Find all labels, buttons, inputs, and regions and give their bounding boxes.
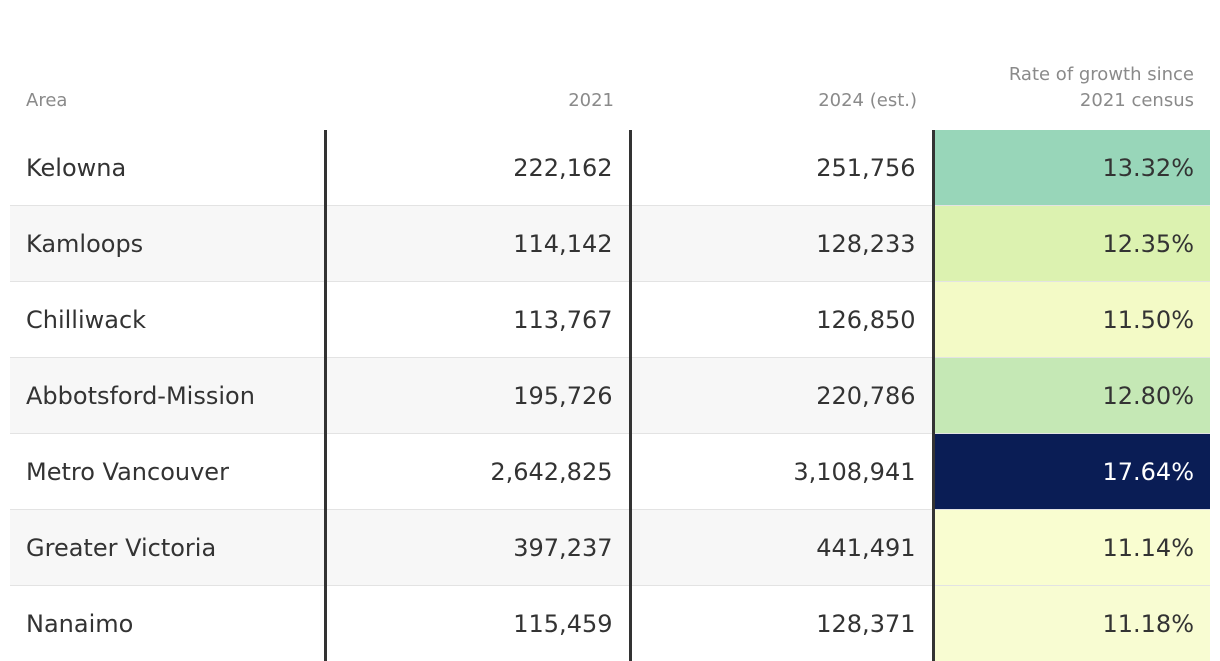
population-cell: 222,162 — [325, 130, 630, 206]
population-cell: 113,767 — [325, 282, 630, 358]
area-cell: Kelowna — [10, 130, 325, 206]
column-header: Rate of growth since 2021 census — [933, 0, 1210, 130]
area-cell: Abbotsford-Mission — [10, 358, 325, 434]
population-cell: 114,142 — [325, 206, 630, 282]
population-cell: 115,459 — [325, 586, 630, 661]
area-cell: Metro Vancouver — [10, 434, 325, 510]
population-cell: 128,371 — [630, 586, 933, 661]
growth-cell: 12.80% — [933, 358, 1210, 434]
population-cell: 126,850 — [630, 282, 933, 358]
area-cell: Nanaimo — [10, 586, 325, 661]
population-cell: 220,786 — [630, 358, 933, 434]
growth-cell: 11.14% — [933, 510, 1210, 586]
column-header: 2024 (est.) — [630, 0, 933, 130]
population-cell: 441,491 — [630, 510, 933, 586]
column-header: Area — [10, 0, 325, 130]
population-cell: 195,726 — [325, 358, 630, 434]
area-cell: Kamloops — [10, 206, 325, 282]
growth-cell: 11.50% — [933, 282, 1210, 358]
population-cell: 3,108,941 — [630, 434, 933, 510]
growth-cell: 17.64% — [933, 434, 1210, 510]
population-cell: 128,233 — [630, 206, 933, 282]
population-cell: 2,642,825 — [325, 434, 630, 510]
column-header: 2021 — [325, 0, 630, 130]
population-cell: 251,756 — [630, 130, 933, 206]
population-cell: 397,237 — [325, 510, 630, 586]
growth-cell: 11.18% — [933, 586, 1210, 661]
area-cell: Chilliwack — [10, 282, 325, 358]
growth-cell: 12.35% — [933, 206, 1210, 282]
growth-cell: 13.32% — [933, 130, 1210, 206]
area-cell: Greater Victoria — [10, 510, 325, 586]
